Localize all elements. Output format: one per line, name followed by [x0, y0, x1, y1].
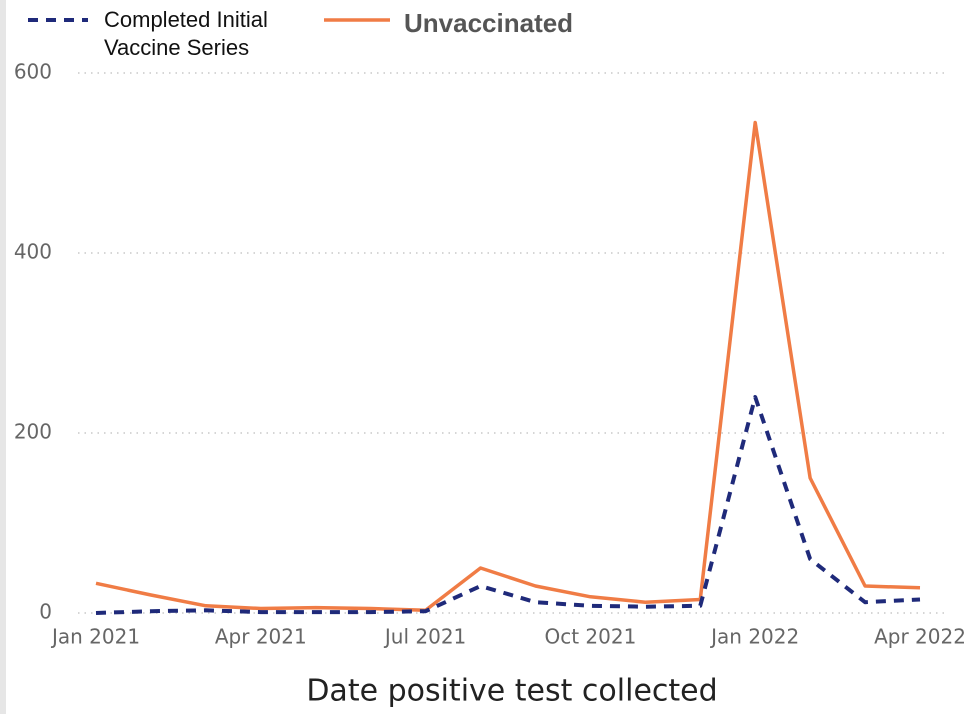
- legend-label: Completed Initial Vaccine Series: [104, 7, 268, 60]
- x-tick-label: Jan 2021: [50, 625, 140, 649]
- x-tick-label: Apr 2021: [215, 625, 307, 649]
- x-tick-label: Apr 2022: [874, 625, 966, 649]
- left-border: [0, 0, 6, 714]
- x-tick-label: Jan 2022: [709, 625, 799, 649]
- data-line: [95, 395, 921, 615]
- data-line: [95, 120, 921, 613]
- legend-label: Unvaccinated: [404, 8, 574, 38]
- y-tick-label: 600: [14, 60, 52, 84]
- x-axis-title: Date positive test collected: [306, 674, 717, 709]
- x-tick-label: Jul 2021: [383, 625, 466, 649]
- y-tick-label: 0: [39, 600, 52, 624]
- x-tick-label: Oct 2021: [544, 625, 636, 649]
- y-tick-label: 400: [14, 240, 52, 264]
- y-tick-label: 200: [14, 420, 52, 444]
